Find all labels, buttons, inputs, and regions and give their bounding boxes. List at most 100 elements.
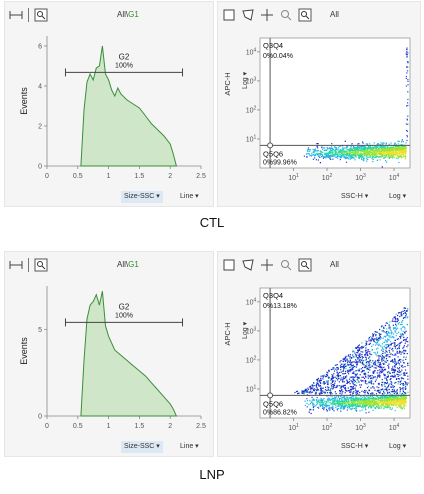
event-dot	[381, 166, 383, 168]
event-dot	[389, 403, 391, 405]
event-dot	[365, 375, 367, 377]
event-dot	[385, 153, 387, 156]
event-dot	[389, 150, 391, 152]
event-dot	[345, 355, 347, 357]
rectangle-gate-icon[interactable]	[222, 258, 236, 272]
event-dot	[384, 405, 386, 407]
event-dot	[362, 404, 364, 406]
event-dot	[341, 150, 343, 152]
event-dot	[377, 153, 379, 155]
event-dot	[388, 335, 390, 337]
zoom-icon[interactable]	[279, 258, 293, 272]
event-dot	[337, 396, 339, 398]
event-dot	[341, 399, 343, 401]
quadrant-gate-icon[interactable]	[260, 258, 274, 272]
event-dot	[393, 316, 395, 318]
event-dot	[399, 345, 401, 347]
display-mode-select[interactable]: Line ▾	[180, 193, 199, 200]
range-gate-icon[interactable]	[9, 8, 23, 22]
event-dot	[352, 364, 354, 366]
event-dot	[363, 406, 365, 408]
event-dot	[326, 406, 328, 408]
event-dot	[336, 405, 338, 407]
event-dot	[380, 345, 382, 347]
event-dot	[403, 391, 406, 394]
event-dot	[307, 387, 309, 389]
event-dot	[338, 385, 340, 387]
zoom-gate-icon[interactable]	[34, 8, 48, 22]
event-dot	[381, 399, 383, 401]
event-dot	[405, 123, 407, 125]
event-dot	[386, 332, 388, 334]
event-dot	[361, 145, 363, 147]
event-dot	[311, 401, 313, 403]
event-dot	[402, 347, 404, 349]
event-dot	[369, 367, 371, 369]
zoom-icon[interactable]	[279, 8, 293, 22]
event-dot	[368, 407, 370, 409]
event-dot	[333, 148, 335, 150]
event-dot	[399, 333, 402, 335]
event-dot	[355, 149, 357, 151]
event-dot	[373, 142, 375, 144]
event-dot	[356, 405, 358, 407]
event-dot	[360, 156, 362, 158]
event-dot	[327, 388, 329, 390]
event-dot	[324, 392, 326, 394]
event-dot	[396, 400, 398, 402]
event-dot	[388, 367, 390, 369]
event-dot	[360, 398, 362, 400]
event-dot	[389, 378, 392, 380]
event-dot	[399, 336, 401, 338]
x-parameter-select[interactable]: Size-SSC ▾	[121, 191, 163, 203]
x-parameter-select[interactable]: SSC-H ▾	[341, 443, 369, 450]
event-dot	[406, 56, 408, 58]
event-dot	[313, 150, 315, 152]
polygon-gate-icon[interactable]	[241, 8, 255, 22]
event-dot	[352, 366, 354, 368]
event-dot	[315, 405, 317, 407]
event-dot	[367, 349, 369, 351]
x-scale-select[interactable]: Log ▾	[389, 193, 407, 200]
zoom-gate-icon[interactable]	[298, 8, 312, 22]
event-dot	[344, 400, 346, 402]
event-dot	[332, 380, 334, 382]
range-gate-icon[interactable]	[9, 258, 23, 272]
event-dot	[360, 351, 362, 353]
event-dot	[407, 52, 409, 54]
event-dot	[340, 369, 342, 371]
event-dot	[386, 351, 388, 353]
event-dot	[374, 361, 376, 363]
event-dot	[337, 157, 339, 159]
x-scale-select[interactable]: Log ▾	[389, 443, 407, 450]
event-dot	[397, 146, 399, 148]
event-dot	[360, 384, 363, 386]
display-mode-select[interactable]: Line ▾	[180, 443, 199, 450]
quadrant-gate-icon[interactable]	[260, 8, 274, 22]
event-dot	[357, 150, 359, 152]
quadrant-q4-name: Q4	[273, 41, 283, 50]
event-dot	[394, 400, 397, 402]
event-dot	[378, 399, 380, 401]
x-parameter-label: Size-SSC	[124, 193, 155, 200]
event-dot	[384, 392, 386, 394]
event-dot	[323, 397, 325, 400]
zoom-gate-icon[interactable]	[298, 258, 312, 272]
rectangle-gate-icon[interactable]	[222, 8, 236, 22]
event-dot	[331, 154, 333, 156]
x-parameter-select[interactable]: Size-SSC ▾	[121, 441, 163, 453]
event-dot	[375, 153, 377, 155]
event-dot	[313, 385, 315, 387]
event-dot	[402, 150, 404, 152]
zoom-gate-icon[interactable]	[34, 258, 48, 272]
event-dot	[327, 152, 329, 154]
event-dot	[389, 153, 391, 155]
event-dot	[397, 383, 399, 385]
polygon-gate-icon[interactable]	[241, 258, 255, 272]
event-dot	[355, 391, 357, 393]
event-dot	[373, 147, 375, 149]
x-parameter-select[interactable]: SSC-H ▾	[341, 193, 369, 200]
event-dot	[350, 409, 352, 411]
event-dot	[399, 403, 401, 405]
event-dot	[313, 405, 315, 407]
